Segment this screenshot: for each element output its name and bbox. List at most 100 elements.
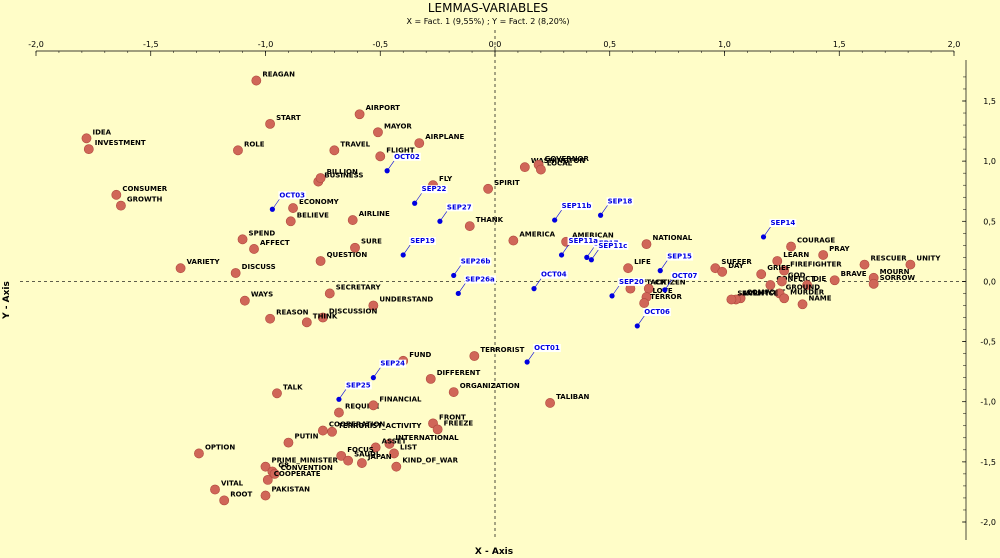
lemma-label: SECRETARY	[336, 283, 382, 291]
lemma-label: AMERICA	[519, 231, 555, 239]
lemma-label: ASSET	[382, 437, 407, 445]
lemma-point	[797, 299, 808, 310]
lemma-point	[343, 455, 354, 466]
variable-label: SEP18	[608, 197, 633, 205]
lemma-label: KIND_OF_WAR	[402, 457, 458, 465]
lemma-point	[317, 425, 328, 436]
lemma-point	[368, 400, 379, 411]
lemma-label: ORGANIZATION	[460, 382, 520, 390]
variable-leader	[600, 205, 608, 216]
lemma-point	[262, 474, 273, 485]
lemma-label: TERRORIST	[480, 346, 524, 354]
lemma-label: CONFLICT	[776, 275, 815, 283]
lemma-point	[283, 437, 294, 448]
lemma-point	[272, 388, 282, 399]
variable-label: SEP15	[667, 253, 692, 261]
lemma-label: COOPERATION	[329, 421, 386, 429]
variable-label-bg	[666, 252, 694, 261]
lemma-point	[391, 461, 402, 472]
lemma-label: QUESTION	[327, 251, 368, 259]
lemma-label: PRAY	[829, 245, 850, 253]
lemma-label: BILLION	[327, 168, 358, 176]
lemma-label: LIFE	[634, 258, 651, 266]
variable-label-bg	[618, 277, 645, 286]
lemma-point	[829, 275, 840, 286]
lemma-label: FRONT	[439, 413, 466, 421]
variable-label-bg	[567, 236, 600, 245]
lemma-point	[111, 189, 122, 200]
lemma-label: GOVERNOR	[545, 155, 590, 163]
variable-label: SEP19	[410, 237, 435, 245]
variable-label-bg	[464, 275, 496, 284]
variable-label: SEP27	[447, 203, 472, 211]
x-tick-label: 1,5	[833, 40, 846, 49]
lemma-point	[772, 256, 783, 266]
lemma-point	[370, 442, 381, 453]
lemma-label: NAME	[809, 294, 832, 302]
variable-label-bg	[459, 257, 492, 266]
lemma-label: BUSINESS	[324, 172, 363, 180]
lemma-point	[249, 244, 259, 254]
lemma-label: FOCUS	[347, 446, 374, 454]
lemma-point	[285, 216, 296, 227]
lemma-point	[414, 138, 425, 148]
lemma-point	[315, 256, 326, 266]
variable-leader	[637, 315, 645, 327]
lemma-point	[194, 448, 204, 459]
y-tick-label: 1,5	[983, 97, 996, 106]
lemma-point	[448, 387, 459, 397]
lemma-label: TALK	[283, 383, 303, 391]
variable-label-bg	[606, 197, 634, 206]
lemma-point	[483, 183, 494, 194]
lemma-point	[425, 373, 436, 384]
lemma-point	[765, 280, 776, 290]
lemma-label: VITAL	[221, 480, 244, 488]
variable-label-bg	[597, 241, 629, 250]
lemma-label: SPEND	[249, 229, 276, 237]
lemma-point	[288, 203, 298, 213]
lemma-point	[375, 151, 386, 162]
variable-label: OCT06	[644, 308, 670, 316]
y-tick-label: -1,5	[980, 458, 996, 467]
variable-leader	[763, 226, 771, 238]
lemma-label: START	[276, 114, 301, 122]
y-tick-label: 0,5	[983, 217, 996, 226]
lemma-label: REQUIRE	[345, 403, 380, 411]
lemma-point	[265, 313, 275, 324]
lemma-label: SUFFER	[721, 258, 752, 266]
lemma-point	[334, 407, 344, 418]
lemma-label: BRAVE	[841, 270, 867, 278]
lemma-point	[756, 269, 767, 280]
lemma-label: AFFECT	[260, 239, 290, 247]
lemma-point	[324, 288, 335, 299]
lemma-point	[868, 278, 879, 289]
variable-label: OCT03	[279, 191, 305, 199]
lemma-point	[116, 200, 126, 211]
variable-label: OCT01	[534, 344, 560, 352]
lemma-label: WASHINGTON	[531, 157, 586, 165]
lemma-label: SORROW	[880, 274, 916, 282]
lemma-point	[623, 263, 634, 274]
lemma-label: INVESTMENT	[95, 139, 146, 147]
lemma-label: COURAGE	[797, 237, 835, 245]
x-tick-label: 2,0	[948, 40, 961, 49]
lemma-label: G8	[278, 461, 289, 469]
lemma-label: BELIEVE	[297, 211, 329, 219]
lemma-point	[265, 118, 275, 129]
lemma-point	[905, 259, 916, 270]
y-tick-label: 1,0	[983, 157, 996, 166]
lemma-label: RESCUER	[870, 255, 907, 263]
lemma-label: MOURN	[880, 268, 910, 276]
lemma-point	[230, 268, 241, 278]
lemma-label: GRIEF	[767, 264, 791, 272]
lemma-point	[536, 164, 546, 175]
lemma-label: PRIME_MINISTER	[272, 457, 339, 465]
variable-leader	[591, 249, 599, 260]
lemma-label: FREEZE	[444, 419, 474, 427]
x-tick-label: 0,0	[489, 40, 502, 49]
lemma-point	[859, 259, 870, 270]
x-axis-label: X - Axis	[475, 547, 513, 557]
variable-leader	[526, 351, 535, 363]
lemma-label: COMFORT	[747, 288, 786, 296]
